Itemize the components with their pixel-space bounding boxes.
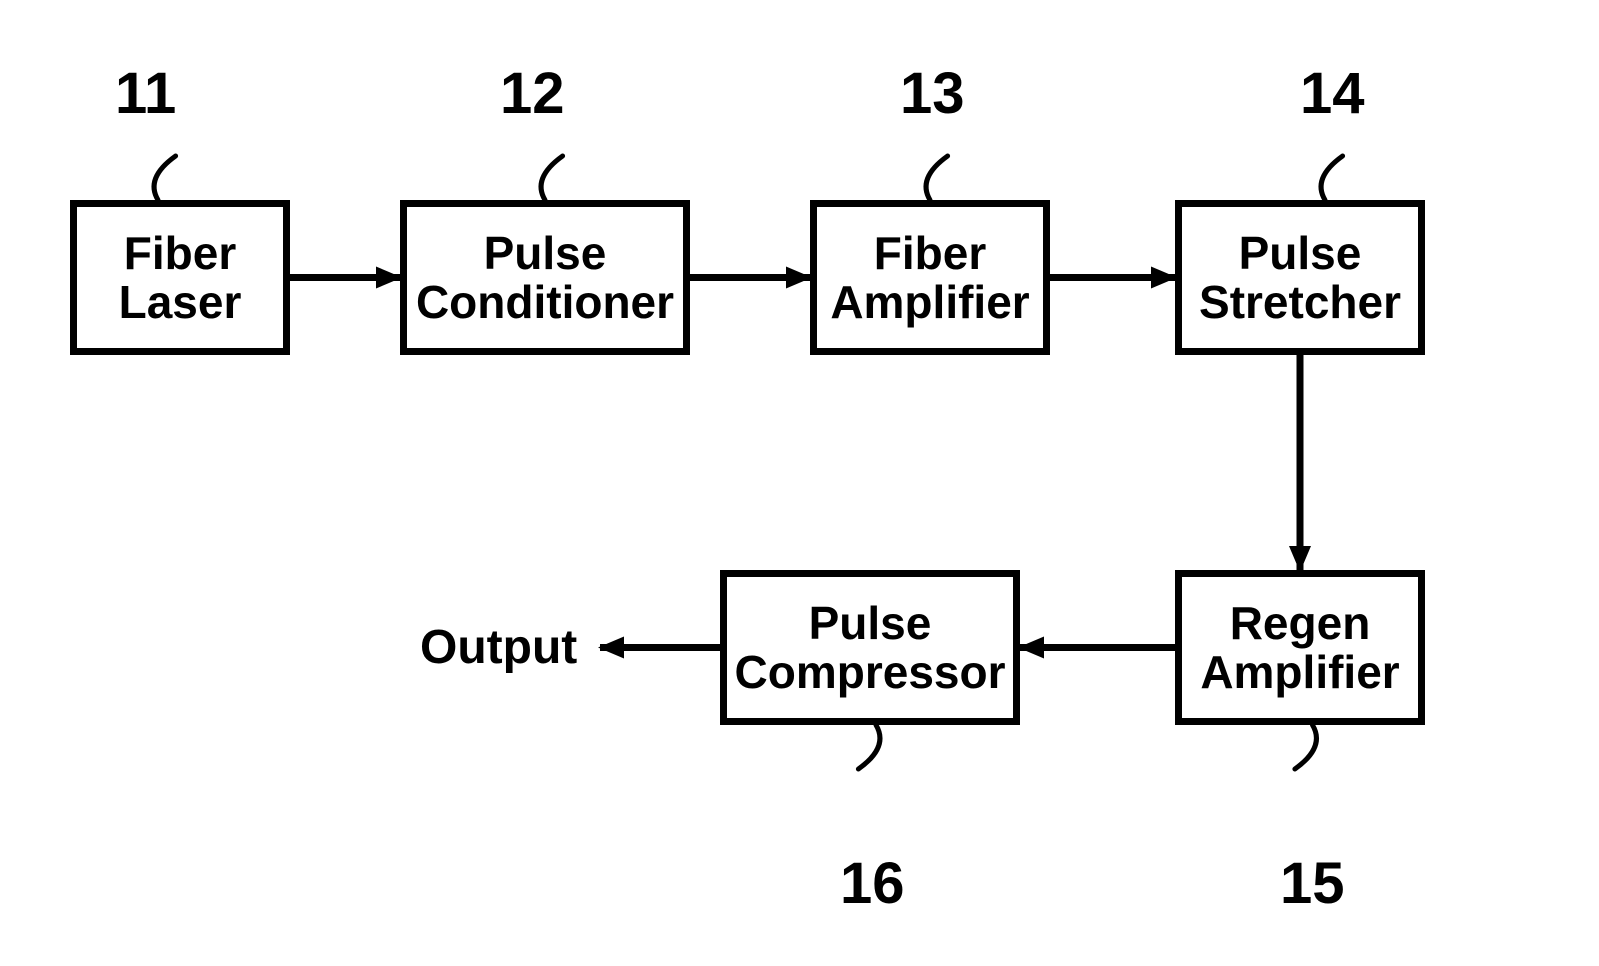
box-label-fiber_amplifier: Fiber Amplifier	[830, 229, 1029, 326]
box-pulse_stretcher: Pulse Stretcher	[1175, 200, 1425, 355]
box-fiber_amplifier: Fiber Amplifier	[810, 200, 1050, 355]
ref-tick-pulse_stretcher	[1321, 156, 1343, 200]
ref-number-16: 16	[840, 850, 905, 917]
ref-number-14: 14	[1300, 60, 1365, 127]
output-label: Output	[420, 620, 577, 675]
box-pulse_conditioner: Pulse Conditioner	[400, 200, 690, 355]
ref-tick-fiber_amplifier	[926, 156, 948, 200]
box-label-regen_amplifier: Regen Amplifier	[1200, 599, 1399, 696]
ref-number-11: 11	[115, 60, 176, 127]
diagram-canvas: Fiber Laser Pulse Conditioner Fiber Amplif…	[0, 0, 1599, 966]
ref-number-15: 15	[1280, 850, 1345, 917]
ref-number-13: 13	[900, 60, 965, 127]
box-label-fiber_laser: Fiber Laser	[119, 229, 242, 326]
box-label-pulse_conditioner: Pulse Conditioner	[416, 229, 674, 326]
ref-tick-pulse_compressor	[858, 725, 880, 769]
connector-layer	[0, 0, 1599, 966]
box-fiber_laser: Fiber Laser	[70, 200, 290, 355]
box-pulse_compressor: Pulse Compressor	[720, 570, 1020, 725]
box-label-pulse_compressor: Pulse Compressor	[735, 599, 1006, 696]
box-regen_amplifier: Regen Amplifier	[1175, 570, 1425, 725]
box-label-pulse_stretcher: Pulse Stretcher	[1199, 229, 1401, 326]
ref-tick-pulse_conditioner	[541, 156, 563, 200]
ref-number-12: 12	[500, 60, 565, 127]
ref-tick-fiber_laser	[154, 156, 176, 200]
ref-tick-regen_amplifier	[1295, 725, 1317, 769]
